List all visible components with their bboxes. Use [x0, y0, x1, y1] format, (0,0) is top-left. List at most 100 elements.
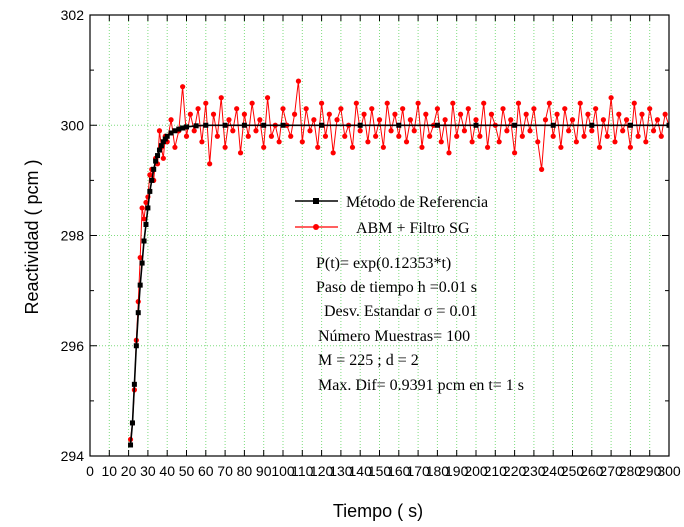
x-tick-label: 260: [580, 463, 604, 479]
data-point-abm: [650, 128, 657, 134]
data-point-abm: [268, 133, 275, 139]
data-point-abm: [160, 155, 166, 161]
data-point-abm: [454, 133, 460, 139]
data-point-reference: [145, 205, 151, 211]
data-point-abm: [596, 144, 603, 150]
data-point-abm: [373, 133, 379, 139]
x-tick-label: 120: [310, 463, 334, 479]
data-point-abm: [531, 106, 537, 112]
data-point-abm: [257, 117, 263, 123]
data-point-abm: [600, 117, 606, 123]
data-point-abm: [210, 111, 217, 117]
data-point-reference: [319, 122, 325, 128]
data-point-abm: [365, 139, 371, 145]
data-point-abm: [442, 117, 448, 123]
data-point-abm: [143, 199, 149, 206]
x-tick-label: 70: [217, 463, 233, 479]
data-point-abm: [187, 111, 193, 117]
data-point-reference: [160, 139, 166, 145]
data-point-abm: [168, 117, 174, 123]
legend: Método de Referencia ABM + Filtro SG: [295, 194, 488, 237]
data-point-reference: [627, 122, 633, 128]
data-point-abm: [214, 133, 220, 139]
data-point-reference: [156, 147, 162, 153]
data-point-abm: [180, 84, 186, 90]
data-point-abm: [434, 106, 440, 112]
data-point-reference: [128, 442, 134, 448]
data-point-abm: [469, 139, 475, 145]
data-point-abm: [427, 133, 433, 139]
data-point-abm: [326, 111, 332, 117]
data-point-reference: [147, 188, 153, 194]
data-point-abm: [199, 139, 205, 145]
x-tick-label: 200: [464, 463, 488, 479]
y-tick-label: 302: [61, 7, 85, 23]
x-tick-label: 210: [484, 463, 508, 479]
data-point-abm: [264, 95, 271, 101]
data-point-abm: [407, 117, 413, 123]
data-point-abm: [546, 100, 552, 106]
series-line-abm: [130, 81, 669, 440]
data-point-reference: [129, 420, 135, 426]
data-point-reference: [512, 122, 518, 128]
data-point-abm: [589, 128, 595, 134]
x-tick-label: 300: [657, 463, 681, 479]
annotation-block: P(t)= exp(0.12353*t) Paso de tiempo h =0…: [316, 255, 524, 394]
data-point-abm: [562, 106, 568, 112]
data-point-abm: [635, 133, 641, 139]
data-point-abm: [620, 128, 626, 134]
data-point-abm: [226, 117, 232, 123]
x-tick-label: 240: [542, 463, 566, 479]
y-tick-label: 298: [61, 228, 85, 244]
data-point-abm: [234, 106, 240, 112]
data-point-abm: [662, 111, 668, 117]
data-point-abm: [523, 111, 529, 117]
data-point-abm: [558, 144, 564, 150]
data-point-abm: [438, 139, 444, 145]
data-point-abm: [195, 106, 201, 112]
data-point-abm: [253, 128, 259, 134]
data-point-abm: [647, 106, 653, 112]
data-point-reference: [184, 124, 189, 130]
data-point-reference: [261, 122, 267, 128]
data-point-reference: [149, 177, 155, 183]
data-point-reference: [180, 125, 186, 131]
data-point-reference: [193, 123, 199, 129]
data-point-reference: [396, 122, 402, 128]
data-point-abm: [299, 139, 305, 145]
data-point-reference: [280, 122, 286, 128]
data-point-abm: [465, 106, 471, 112]
data-point-reference: [168, 130, 174, 136]
data-point-reference: [151, 166, 157, 172]
data-point-abm: [658, 133, 664, 139]
data-point-abm: [357, 128, 363, 134]
data-point-abm: [550, 133, 556, 139]
data-point-reference: [176, 126, 182, 132]
data-point-abm: [573, 139, 579, 145]
x-tick-label: 270: [599, 463, 623, 479]
data-point-reference: [222, 122, 228, 128]
data-point-abm: [631, 100, 637, 106]
data-point-reference: [155, 153, 161, 159]
x-tick-label: 10: [102, 463, 118, 479]
x-tick-label: 150: [368, 463, 392, 479]
data-point-abm: [604, 133, 610, 139]
y-tick-label: 300: [61, 117, 85, 133]
data-point-abm: [380, 144, 386, 150]
x-tick-label: 250: [561, 463, 585, 479]
annotation-max-dif: Max. Dif= 0.9391 pcm en t= 1 s: [318, 377, 524, 394]
annotation-samples: Número Muestras= 100: [318, 328, 470, 345]
data-point-reference: [434, 122, 440, 128]
data-point-abm: [411, 128, 417, 134]
x-tick-label: 100: [271, 463, 295, 479]
data-point-abm: [307, 128, 313, 134]
data-point-abm: [542, 117, 549, 123]
data-point-abm: [342, 133, 348, 139]
data-point-abm: [191, 128, 197, 134]
data-point-abm: [203, 100, 209, 106]
data-point-abm: [585, 111, 591, 117]
data-point-abm: [511, 150, 518, 156]
data-point-abm: [396, 133, 402, 139]
legend-marker-abm: [313, 224, 319, 230]
y-tick-label: 294: [61, 448, 85, 464]
